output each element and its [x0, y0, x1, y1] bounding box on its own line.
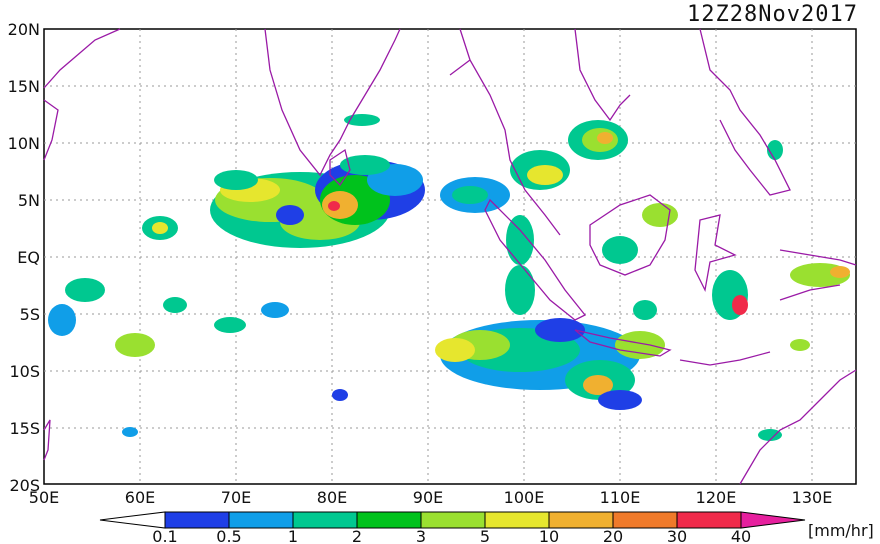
lat-tick-label: 5S — [20, 305, 40, 324]
latitude-axis: 20N 15N 10N 5N EQ 5S 10S 15S 20S — [8, 20, 40, 495]
rain-cluster-arabian-sea — [142, 114, 425, 248]
lon-tick-label: 120E — [696, 488, 737, 507]
colorbar-tick-label: 1 — [288, 527, 298, 544]
colorbar-segment — [612, 511, 678, 529]
colorbar-segment — [356, 511, 422, 529]
lon-tick-label: 60E — [125, 488, 155, 507]
lon-tick-label: 50E — [29, 488, 59, 507]
lat-tick-label: 20S — [9, 476, 40, 495]
coast-madagascar — [43, 419, 51, 461]
lon-tick-label: 70E — [221, 488, 251, 507]
lat-tick-label: 15S — [9, 419, 40, 438]
colorbar-low-arrow — [99, 511, 166, 529]
lat-tick-label: 5N — [18, 191, 40, 210]
lon-tick-label: 80E — [317, 488, 347, 507]
lat-tick-label: 20N — [8, 20, 40, 39]
coast-philippines — [699, 28, 791, 196]
colorbar-tick-label: 2 — [352, 527, 362, 544]
colorbar-tick-label: 0.5 — [216, 527, 241, 544]
coast-new-guinea — [779, 249, 857, 301]
colorbar-tick-label: 30 — [667, 527, 687, 544]
colorbar-tick-label: 10 — [539, 527, 559, 544]
lon-tick-label: 130E — [792, 488, 833, 507]
coast-borneo — [589, 194, 671, 276]
coast-arabia-africa — [43, 28, 121, 161]
lat-tick-label: 10N — [8, 134, 40, 153]
color-bar: 0.1 0.5 1 2 3 5 10 20 30 40 [mm/hr] — [99, 511, 874, 544]
rain-cluster-east-indonesia — [712, 140, 850, 441]
rain-cluster-java — [435, 300, 665, 410]
coast-sumatra — [484, 198, 587, 321]
lat-tick-label: EQ — [17, 248, 40, 267]
colorbar-tick-label: 0.1 — [152, 527, 177, 544]
colorbar-segment — [292, 511, 358, 529]
rain-cluster-andaman — [440, 120, 678, 315]
rain-rate-field — [48, 114, 850, 441]
coast-myanmar-thailand — [449, 28, 631, 236]
colorbar-segment — [164, 511, 230, 529]
coastlines — [43, 28, 857, 485]
coast-timor-australia — [679, 351, 857, 485]
colorbar-tick-label: 20 — [603, 527, 623, 544]
coast-india — [264, 28, 401, 177]
coast-sulawesi — [694, 214, 737, 293]
colorbar-segment — [420, 511, 486, 529]
lon-tick-label: 90E — [413, 488, 443, 507]
map-frame — [43, 28, 857, 485]
coast-java — [574, 329, 672, 357]
colorbar-segment — [228, 511, 294, 529]
longitude-axis: 50E 60E 70E 80E 90E 100E 110E 120E 130E — [29, 488, 833, 507]
colorbar-tick-label: 3 — [416, 527, 426, 544]
colorbar-high-arrow — [740, 511, 806, 529]
rain-cluster-sw-indian — [48, 278, 348, 437]
colorbar-tick-label: 40 — [731, 527, 751, 544]
lat-tick-label: 10S — [9, 362, 40, 381]
colorbar-tick-label: 5 — [480, 527, 490, 544]
lat-tick-label: 15N — [8, 77, 40, 96]
colorbar-segment — [484, 511, 550, 529]
lon-tick-label: 110E — [600, 488, 641, 507]
lon-tick-label: 100E — [504, 488, 545, 507]
coast-sri-lanka — [329, 148, 351, 187]
colorbar-unit: [mm/hr] — [808, 521, 874, 540]
colorbar-segment — [548, 511, 614, 529]
map-title: 12Z28Nov2017 — [687, 2, 858, 27]
colorbar-segment — [676, 511, 742, 529]
